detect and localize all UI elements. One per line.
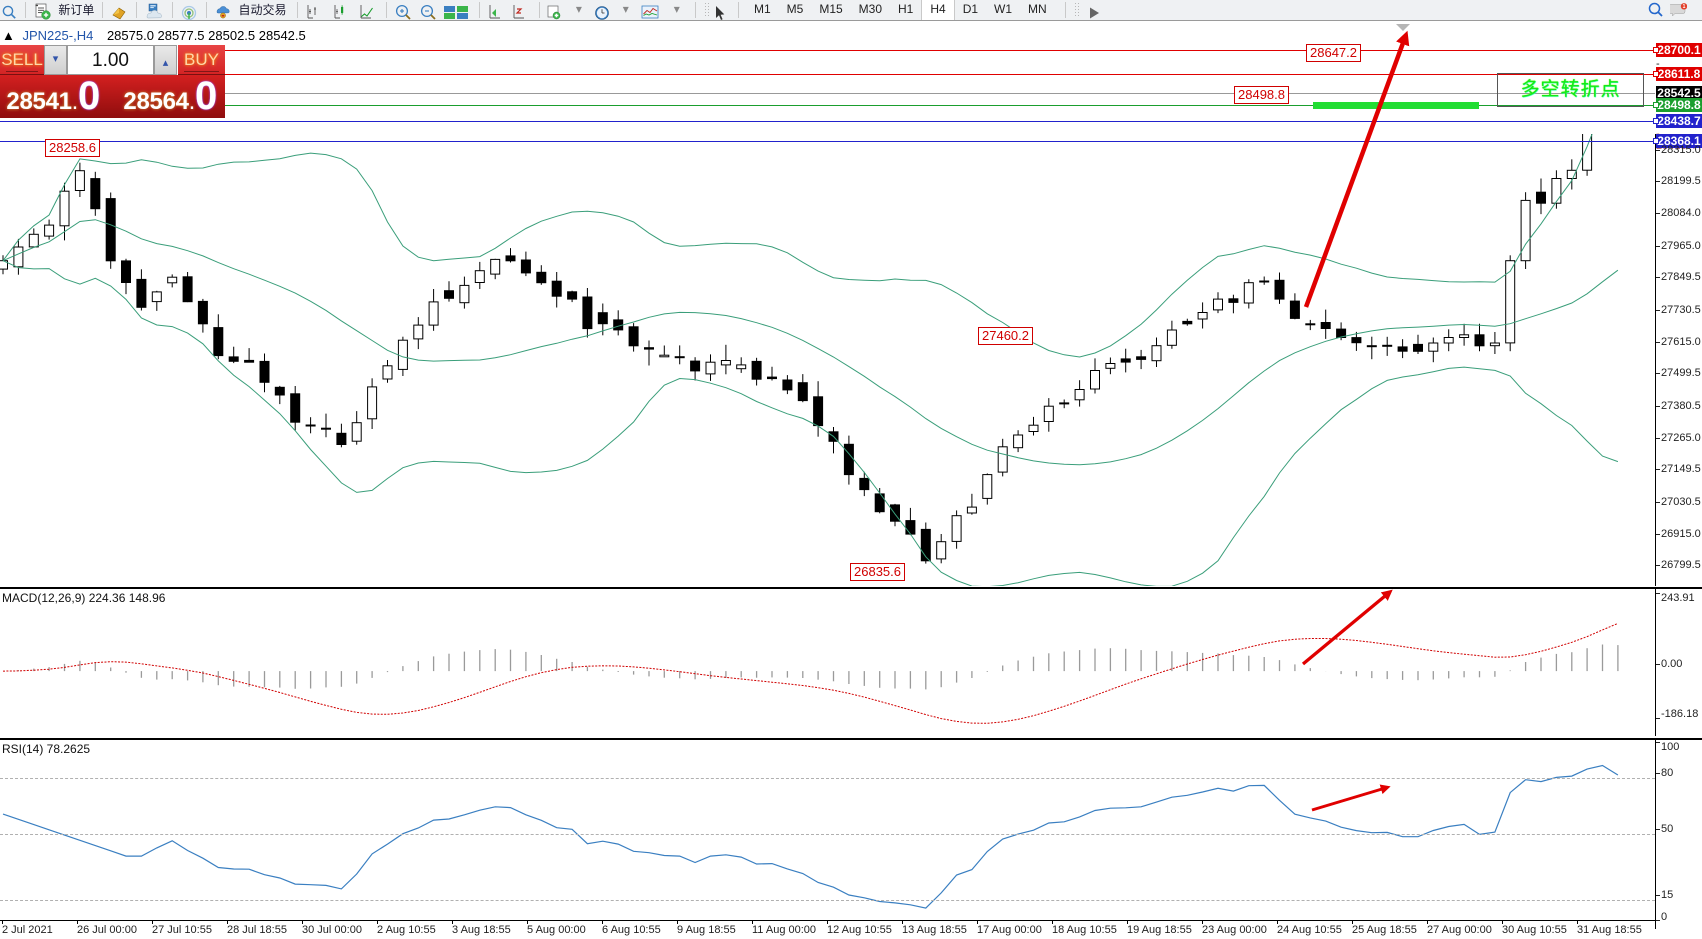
svg-text:1: 1 (1683, 4, 1686, 10)
